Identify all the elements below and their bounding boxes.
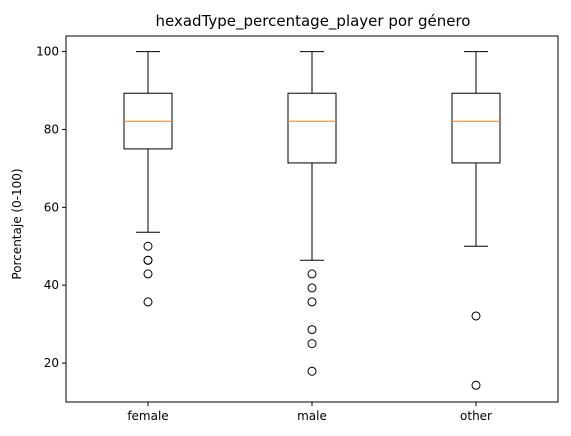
outlier-point [307,366,317,376]
outlier-point [471,311,481,321]
axes-frame [65,35,559,403]
x-tick-label: male [297,409,327,423]
chart-title: hexadType_percentage_player por género [156,12,471,31]
outlier-point [143,241,153,251]
y-tick-label: 20 [44,356,59,370]
y-tick-label: 60 [44,200,59,214]
outlier-point [307,325,317,335]
y-tick-label: 100 [36,45,59,59]
x-tick-label: female [127,409,168,423]
outlier-point [307,283,317,293]
outlier-point [307,339,317,349]
outlier-point [143,255,153,265]
plot-area: 20 40 60 80 100 female male other [36,35,559,423]
outlier-point [307,269,317,279]
x-tick-label: other [460,409,492,423]
box-male [287,92,337,164]
outlier-point [143,269,153,279]
outlier-point [143,297,153,307]
y-tick-label: 40 [44,278,59,292]
y-tick-label: 80 [44,122,59,136]
outlier-point [471,380,481,390]
box-other [451,92,501,164]
outlier-point [307,297,317,307]
y-axis-label: Porcentaje (0-100) [10,168,24,279]
